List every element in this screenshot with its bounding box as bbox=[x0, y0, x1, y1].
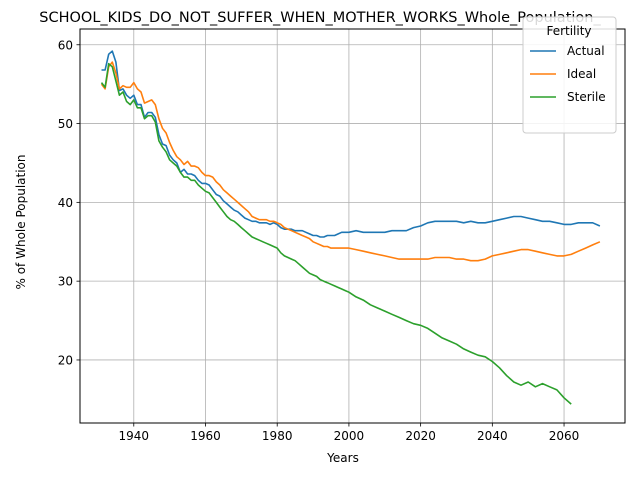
y-tick-label: 60 bbox=[58, 38, 73, 52]
series-line-sterile bbox=[100, 62, 572, 405]
y-tick-label: 50 bbox=[58, 117, 73, 131]
x-tick-label: 2020 bbox=[405, 429, 436, 443]
x-tick-label: 2060 bbox=[549, 429, 580, 443]
y-tick-label: 20 bbox=[58, 353, 73, 367]
legend: Fertility Actual Ideal Sterile bbox=[522, 16, 617, 134]
legend-label-sterile: Sterile bbox=[567, 90, 606, 104]
series-line-ideal bbox=[100, 61, 601, 262]
y-axis-label: % of Whole Population bbox=[14, 155, 28, 290]
legend-title: Fertility bbox=[546, 24, 591, 38]
x-tick-label: 2000 bbox=[334, 429, 365, 443]
chart-title: SCHOOL_KIDS_DO_NOT_SUFFER_WHEN_MOTHER_WO… bbox=[39, 10, 601, 26]
axis-ticks: 1940 1960 1980 2000 2020 2040 2060 20 30 40 50 60 bbox=[58, 38, 580, 443]
legend-box bbox=[522, 16, 617, 134]
plot-frame bbox=[79, 28, 626, 424]
x-tick-label: 2040 bbox=[477, 429, 508, 443]
legend-label-ideal: Ideal bbox=[567, 67, 596, 81]
x-tick-label: 1940 bbox=[119, 429, 150, 443]
y-tick-label: 30 bbox=[58, 275, 73, 289]
x-tick-label: 1960 bbox=[190, 429, 221, 443]
series-lines bbox=[100, 50, 601, 405]
x-tick-label: 1980 bbox=[262, 429, 293, 443]
y-tick-label: 40 bbox=[58, 196, 73, 210]
legend-items: Actual Ideal Sterile bbox=[530, 44, 606, 104]
x-axis-label: Years bbox=[326, 451, 359, 465]
legend-label-actual: Actual bbox=[567, 44, 605, 58]
